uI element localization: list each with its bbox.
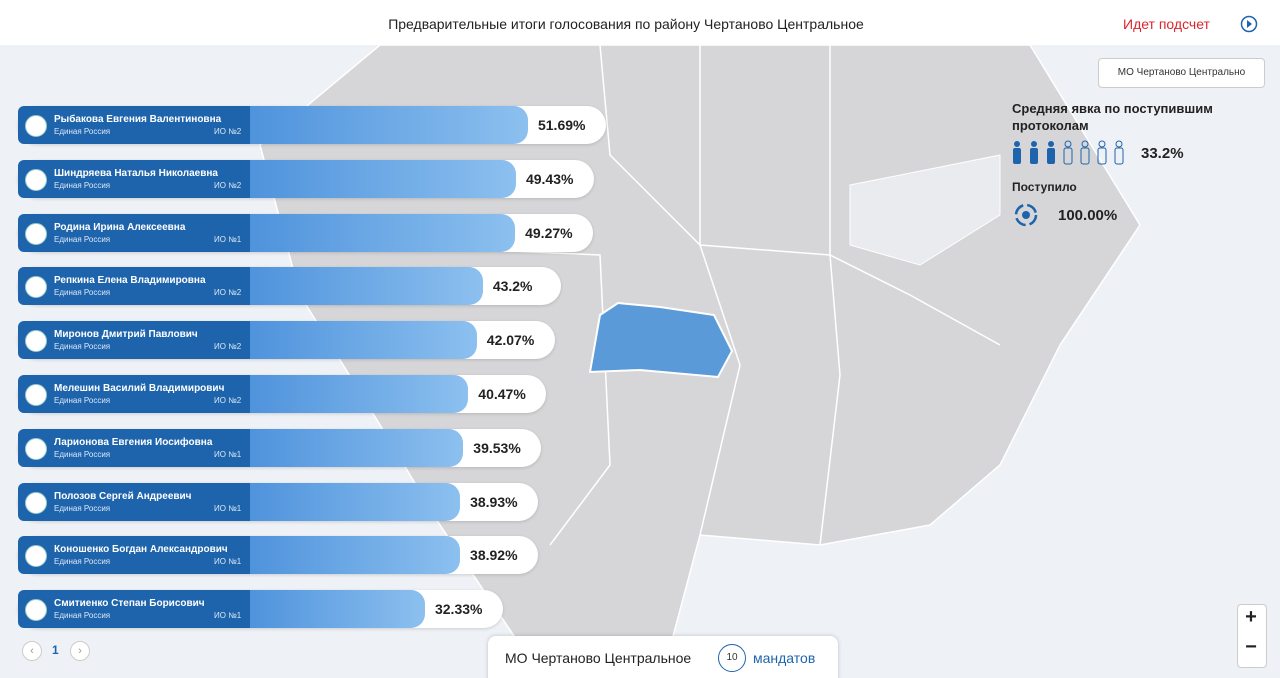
- map-area: [849, 154, 1001, 266]
- next-page[interactable]: ›: [70, 641, 90, 661]
- district: ИО №2: [214, 127, 242, 136]
- prev-page[interactable]: ‹: [22, 641, 42, 661]
- vote-bar: [18, 159, 516, 198]
- party-name: Единая Россия: [54, 557, 111, 567]
- candidate-card: Шиндряева Наталья Николаевна Единая Росси…: [18, 159, 594, 198]
- candidate-name: Родина Ирина Алексеевна: [54, 221, 186, 233]
- district: ИО №1: [214, 234, 242, 244]
- candidate-card: Смитиенко Степан Борисович Единая Россия И…: [18, 590, 503, 629]
- party-name: Единая Россия: [54, 180, 111, 190]
- zoom-out[interactable]: −: [1245, 636, 1257, 658]
- party-logo: [25, 437, 47, 460]
- candidate-card: Миронов Дмитрий Павлович Единая Россия ИО …: [18, 321, 555, 360]
- party-logo: [25, 276, 47, 299]
- footer-panel: [488, 636, 838, 678]
- party-name: Единая Россия: [54, 449, 111, 459]
- vote-bar: [18, 482, 461, 521]
- vote-percent: 49.27%: [525, 224, 573, 241]
- zoom-in[interactable]: +: [1245, 606, 1257, 628]
- vote-bar: [18, 321, 477, 360]
- vote-percent: 42.07%: [486, 332, 535, 349]
- received-value: 100.00%: [1058, 207, 1118, 224]
- district: ИО №1: [214, 557, 242, 567]
- mandates-count: 10: [718, 644, 746, 672]
- party-logo: [25, 168, 47, 191]
- candidate-card: Рыбакова Евгения Валентиновна Единая Росс…: [18, 106, 606, 144]
- candidate-name: Репкина Елена Владимировна: [54, 275, 206, 287]
- zoom-panel: [1237, 604, 1267, 668]
- vote-percent: 49.43%: [525, 170, 574, 187]
- vote-percent: 38.93%: [470, 493, 518, 510]
- candidate-name: Полозов Сергей Андреевич: [54, 490, 192, 502]
- candidate-name: Мелешин Василий Владимирович: [54, 383, 225, 394]
- candidate-name: Рыбакова Евгения Валентиновна: [54, 114, 222, 125]
- received-icon: [1014, 203, 1038, 227]
- vote-percent: 43.2%: [492, 278, 533, 295]
- candidate-name: Коношенко Богдан Александрович: [54, 544, 228, 556]
- status: Идет подсчет: [1123, 16, 1210, 32]
- turnout-icons: [1013, 140, 1124, 165]
- candidate-card: Репкина Елена Владимировна Единая Россия И…: [18, 267, 561, 306]
- district: ИО №2: [214, 288, 242, 298]
- party-name: Единая Россия: [54, 288, 111, 298]
- district: ИО №1: [214, 503, 242, 513]
- received-label: Поступило: [1012, 180, 1077, 194]
- candidate-card: Полозов Сергей Андреевич Единая Россия ИО …: [18, 482, 539, 521]
- play-button[interactable]: [1240, 15, 1258, 33]
- vote-bar: [18, 106, 528, 144]
- party-name: Единая Россия: [54, 396, 111, 405]
- page-number[interactable]: 1: [52, 643, 59, 657]
- party-name: Единая Россия: [54, 611, 111, 621]
- candidate-card: Родина Ирина Алексеевна Единая Россия ИО №…: [18, 213, 594, 252]
- party-logo: [25, 384, 47, 406]
- district: ИО №1: [214, 449, 242, 459]
- vote-bar: [18, 536, 461, 575]
- party-name: Единая Россия: [54, 342, 111, 352]
- vote-bar: [18, 267, 483, 306]
- vote-bar: [18, 213, 516, 252]
- candidate-name: Смитиенко Степан Борисович: [54, 598, 205, 610]
- party-name: Единая Россия: [54, 503, 111, 513]
- vote-bar: [18, 590, 425, 629]
- party-logo: [25, 599, 47, 622]
- title: Предварительные итоги голосования по рай…: [388, 16, 864, 32]
- candidate-card: Ларионова Евгения Иосифовна Единая Россия…: [18, 428, 542, 467]
- footer-district: МО Чертаново Центральное: [505, 650, 692, 666]
- header: [0, 0, 1280, 45]
- selected-district[interactable]: [588, 301, 734, 379]
- candidate-card: Мелешин Василий Владимирович Единая Росси…: [18, 375, 547, 413]
- party-logo: [25, 330, 47, 353]
- turnout-value: 33.2%: [1141, 145, 1184, 162]
- party-name: Единая Россия: [54, 127, 111, 136]
- candidate-name: Ларионова Евгения Иосифовна: [54, 436, 213, 448]
- vote-percent: 39.53%: [473, 439, 521, 456]
- district-select[interactable]: МО Чертаново Центрально: [1098, 58, 1265, 88]
- turnout-label: Средняя явка по поступившим протоколам: [1012, 101, 1213, 133]
- district: ИО №2: [214, 342, 242, 352]
- mandates-label: мандатов: [753, 650, 816, 666]
- candidate-card: Коношенко Богдан Александрович Единая Рос…: [18, 536, 539, 575]
- party-logo: [25, 491, 47, 514]
- vote-percent: 38.92%: [470, 547, 518, 564]
- candidate-name: Миронов Дмитрий Павлович: [54, 329, 198, 341]
- candidate-name: Шиндряева Наталья Николаевна: [54, 167, 218, 179]
- district: ИО №2: [214, 180, 242, 190]
- district: ИО №1: [214, 611, 242, 621]
- party-logo: [25, 545, 47, 568]
- party-name: Единая Россия: [54, 234, 111, 244]
- district: ИО №2: [214, 396, 242, 405]
- vote-percent: 51.69%: [537, 117, 586, 133]
- vote-bar: [18, 428, 464, 467]
- party-logo: [25, 115, 47, 137]
- vote-bar: [18, 375, 469, 413]
- party-logo: [25, 222, 47, 245]
- vote-percent: 40.47%: [478, 386, 526, 402]
- vote-percent: 32.33%: [434, 601, 483, 618]
